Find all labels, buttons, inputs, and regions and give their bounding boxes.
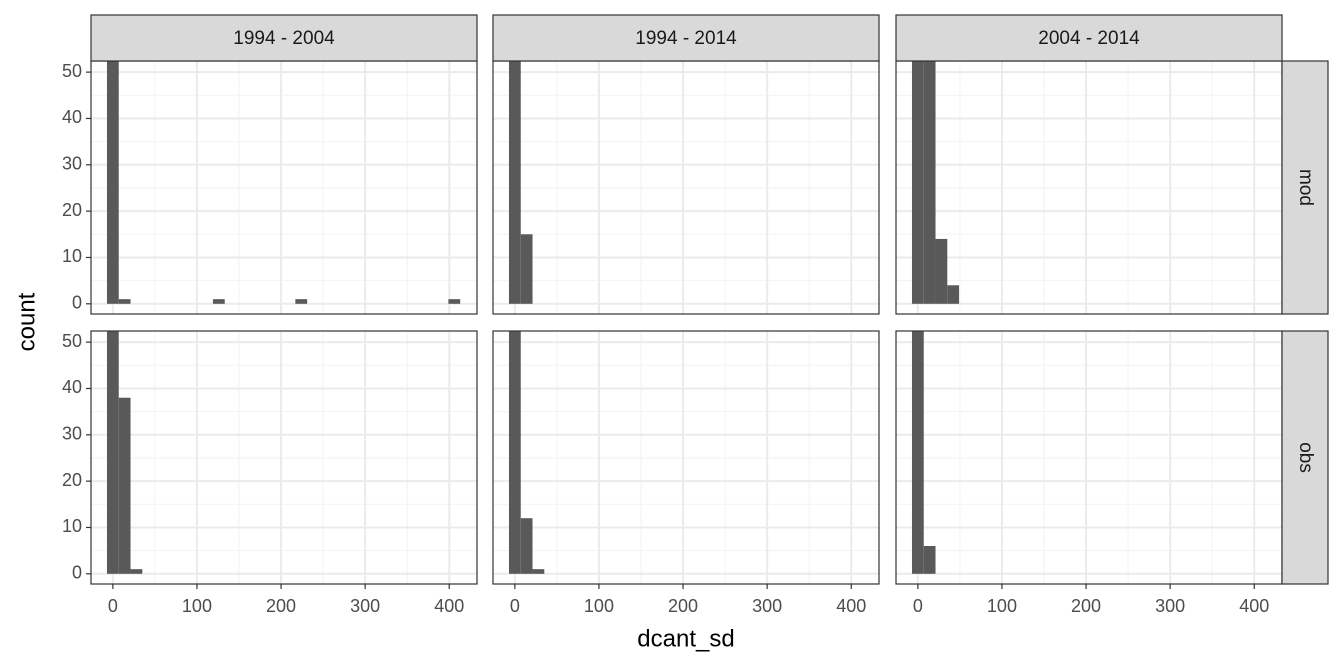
bars (508, 61, 533, 304)
x-tick-label: 100 (584, 596, 614, 616)
x-tick-label: 200 (266, 596, 296, 616)
y-tick-label: 10 (62, 246, 82, 266)
x-tick-label: 100 (987, 596, 1017, 616)
y-tick-label: 20 (62, 470, 82, 490)
y-tick-label: 30 (62, 424, 82, 444)
y-tick-label: 50 (62, 61, 82, 81)
y-tick-label: 10 (62, 516, 82, 536)
x-tick-label: 0 (510, 596, 520, 616)
bar (106, 331, 119, 574)
bar (118, 299, 131, 304)
y-tick-label: 0 (72, 563, 82, 583)
y-tick-label: 40 (62, 107, 82, 127)
x-tick-label: 400 (836, 596, 866, 616)
x-tick-label: 0 (108, 596, 118, 616)
strip-label: 1994 - 2014 (635, 28, 737, 49)
y-tick-label: 50 (62, 331, 82, 351)
bar (448, 299, 461, 304)
y-tick-label: 30 (62, 154, 82, 174)
x-axis-label: dcant_sd (637, 625, 734, 652)
x-tick-label: 400 (434, 596, 464, 616)
y-tick-label: 20 (62, 200, 82, 220)
bar (532, 569, 545, 574)
bar (508, 61, 521, 304)
strip (1281, 330, 1329, 585)
bar (106, 61, 119, 304)
strip-label: obs (1295, 442, 1316, 473)
bars (106, 331, 143, 574)
x-tick-label: 400 (1239, 596, 1269, 616)
bar (947, 285, 960, 304)
y-tick-label: 0 (72, 293, 82, 313)
bar (520, 234, 533, 304)
strip-label: 2004 - 2014 (1038, 28, 1140, 49)
x-tick-label: 300 (752, 596, 782, 616)
bar (911, 331, 924, 574)
x-tick-label: 100 (182, 596, 212, 616)
bar (911, 61, 924, 304)
bars (508, 331, 545, 574)
strip-label: 1994 - 2004 (233, 28, 335, 49)
strip-label: mod (1295, 169, 1316, 206)
bar (923, 61, 936, 304)
bar (212, 299, 225, 304)
bar (520, 518, 533, 574)
x-tick-label: 200 (668, 596, 698, 616)
x-tick-label: 200 (1071, 596, 1101, 616)
x-tick-label: 0 (913, 596, 923, 616)
strip (1281, 60, 1329, 315)
bars (911, 331, 936, 574)
bar (508, 331, 521, 574)
bar (935, 238, 948, 304)
bar (923, 546, 936, 574)
panel-border (492, 330, 880, 585)
strip (492, 14, 880, 62)
bar (118, 397, 131, 574)
bar (295, 299, 308, 304)
x-tick-label: 300 (350, 596, 380, 616)
panel-border (90, 330, 478, 585)
strip (895, 14, 1283, 62)
bars (911, 61, 960, 304)
y-axis-label: count (13, 292, 40, 351)
x-tick-label: 300 (1155, 596, 1185, 616)
y-tick-label: 40 (62, 377, 82, 397)
bars (106, 61, 461, 304)
strip (90, 14, 478, 62)
bar (130, 569, 143, 574)
